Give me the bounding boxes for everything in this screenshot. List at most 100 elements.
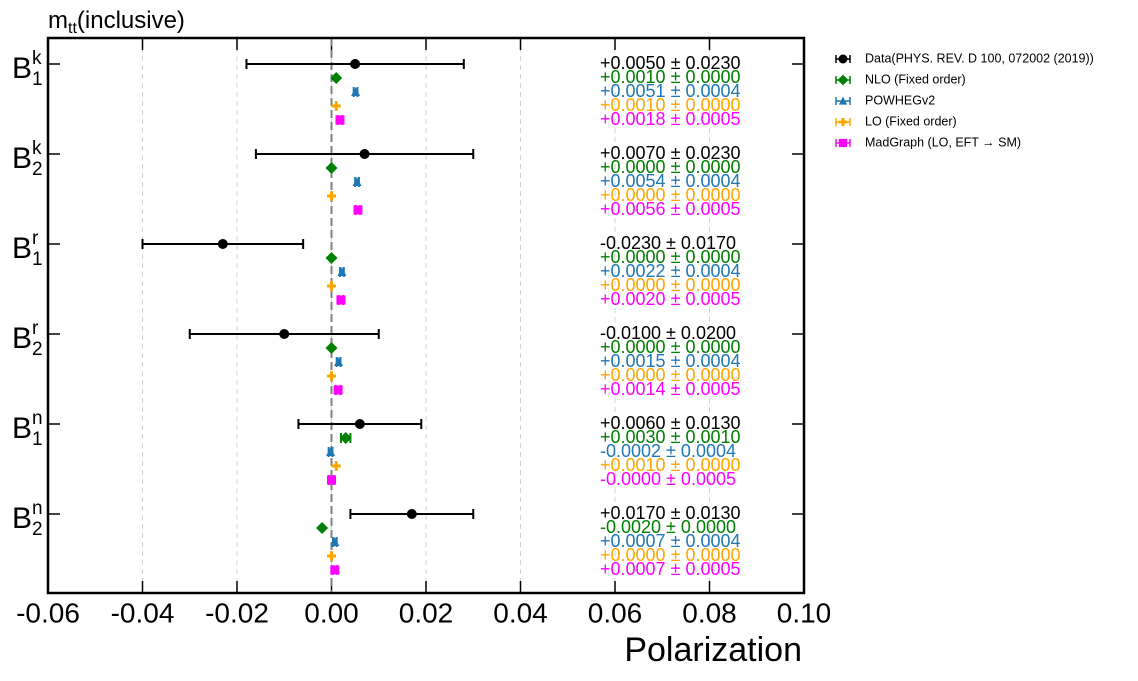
category-sub: 1	[32, 69, 43, 90]
marker	[331, 101, 341, 111]
marker	[217, 239, 228, 249]
value-label: -0.0100 ± 0.0200	[600, 323, 736, 343]
marker	[327, 191, 336, 201]
x-tick-label: -0.02	[205, 597, 269, 628]
legend-label: MadGraph (LO, EFT → SM)	[865, 135, 1021, 149]
x-tick-label: -0.04	[111, 597, 175, 628]
x-axis-label: Polarization	[624, 631, 802, 669]
marker	[330, 565, 340, 575]
legend-marker	[838, 96, 848, 105]
chart-title: mtt(inclusive)	[48, 7, 185, 37]
category-base: B	[12, 322, 32, 355]
category-sup: k	[32, 138, 42, 159]
value-label: +0.0010 ± 0.0000	[600, 67, 741, 87]
marker	[326, 447, 336, 456]
value-label: +0.0007 ± 0.0005	[600, 559, 741, 579]
value-label: +0.0170 ± 0.0130	[600, 503, 741, 523]
category-sub: 2	[32, 519, 43, 540]
category-label: Bk 1	[12, 48, 43, 90]
value-label: +0.0000 ± 0.0000	[600, 365, 741, 385]
marker	[279, 329, 290, 339]
x-tick-label: 0.02	[399, 597, 454, 628]
value-label: +0.0050 ± 0.0230	[600, 53, 741, 73]
category-label: Bn 2	[12, 498, 43, 540]
category-base: B	[12, 52, 32, 85]
x-tick-label: 0.10	[777, 597, 832, 628]
marker	[325, 342, 338, 354]
title-rest: (inclusive)	[77, 7, 185, 34]
category-label: Br 2	[12, 318, 43, 360]
marker	[352, 177, 362, 186]
value-label: +0.0070 ± 0.0230	[600, 143, 741, 163]
category-sub: 2	[32, 159, 43, 180]
title-base: m	[48, 7, 68, 34]
value-label: +0.0000 ± 0.0000	[600, 185, 741, 205]
legend-label: Data(PHYS. REV. D 100, 072002 (2019))	[865, 51, 1094, 65]
legend-label: LO (Fixed order)	[865, 114, 957, 128]
marker	[325, 162, 338, 174]
value-label: -0.0020 ± 0.0000	[600, 517, 736, 537]
legend-label: POWHEGv2	[865, 93, 935, 107]
value-label: +0.0056 ± 0.0005	[600, 199, 741, 219]
title-sub: tt	[68, 20, 77, 37]
legend-marker	[838, 138, 848, 148]
category-label: Bn 1	[12, 408, 43, 450]
value-label: +0.0015 ± 0.0004	[600, 351, 741, 371]
marker	[354, 419, 365, 429]
value-label: +0.0051 ± 0.0004	[600, 81, 741, 101]
category-sup: k	[32, 48, 42, 69]
value-label: -0.0002 ± 0.0004	[600, 441, 736, 461]
legend-marker	[838, 54, 848, 64]
category-sup: n	[32, 408, 43, 429]
category-sup: n	[32, 498, 43, 519]
x-tick-label: 0.06	[588, 597, 643, 628]
marker	[327, 551, 336, 561]
marker	[327, 475, 336, 485]
value-label: -0.0000 ± 0.0005	[600, 469, 736, 489]
x-tick-label: 0.04	[493, 597, 548, 628]
value-label: +0.0000 ± 0.0000	[600, 545, 741, 565]
value-label: +0.0000 ± 0.0000	[600, 157, 741, 177]
value-label: +0.0010 ± 0.0000	[600, 95, 741, 115]
marker	[325, 252, 338, 264]
category-base: B	[12, 412, 32, 445]
value-label: +0.0000 ± 0.0000	[600, 337, 741, 357]
value-label: +0.0010 ± 0.0000	[600, 455, 741, 475]
category-label: Br 1	[12, 228, 43, 270]
marker	[335, 115, 345, 125]
marker	[353, 205, 363, 215]
value-label: +0.0054 ± 0.0004	[600, 171, 741, 191]
x-tick-label: 0.00	[304, 597, 359, 628]
marker	[406, 509, 417, 519]
marker	[336, 295, 346, 305]
legend-marker	[837, 74, 849, 86]
category-label: Bk 2	[12, 138, 43, 180]
marker	[351, 87, 361, 96]
value-label: +0.0018 ± 0.0005	[600, 109, 741, 129]
legend-label: NLO (Fixed order)	[865, 72, 966, 86]
category-base: B	[12, 502, 32, 535]
category-base: B	[12, 232, 32, 265]
category-sup: r	[32, 228, 39, 249]
value-label: -0.0230 ± 0.0170	[600, 233, 736, 253]
value-label: +0.0000 ± 0.0000	[600, 275, 741, 295]
marker	[334, 357, 344, 366]
marker	[339, 432, 352, 444]
marker	[330, 537, 340, 546]
marker	[350, 59, 361, 69]
x-tick-label: -0.06	[16, 597, 80, 628]
marker	[327, 281, 336, 291]
value-label: +0.0014 ± 0.0005	[600, 379, 741, 399]
value-label: +0.0030 ± 0.0010	[600, 427, 741, 447]
marker	[331, 461, 341, 471]
value-label: +0.0000 ± 0.0000	[600, 247, 741, 267]
value-label: +0.0022 ± 0.0004	[600, 261, 741, 281]
value-label: +0.0060 ± 0.0130	[600, 413, 741, 433]
category-sub: 1	[32, 429, 43, 450]
category-sub: 2	[32, 339, 43, 360]
marker	[316, 522, 329, 534]
category-sup: r	[32, 318, 39, 339]
category-base: B	[12, 142, 32, 175]
marker	[337, 267, 347, 276]
